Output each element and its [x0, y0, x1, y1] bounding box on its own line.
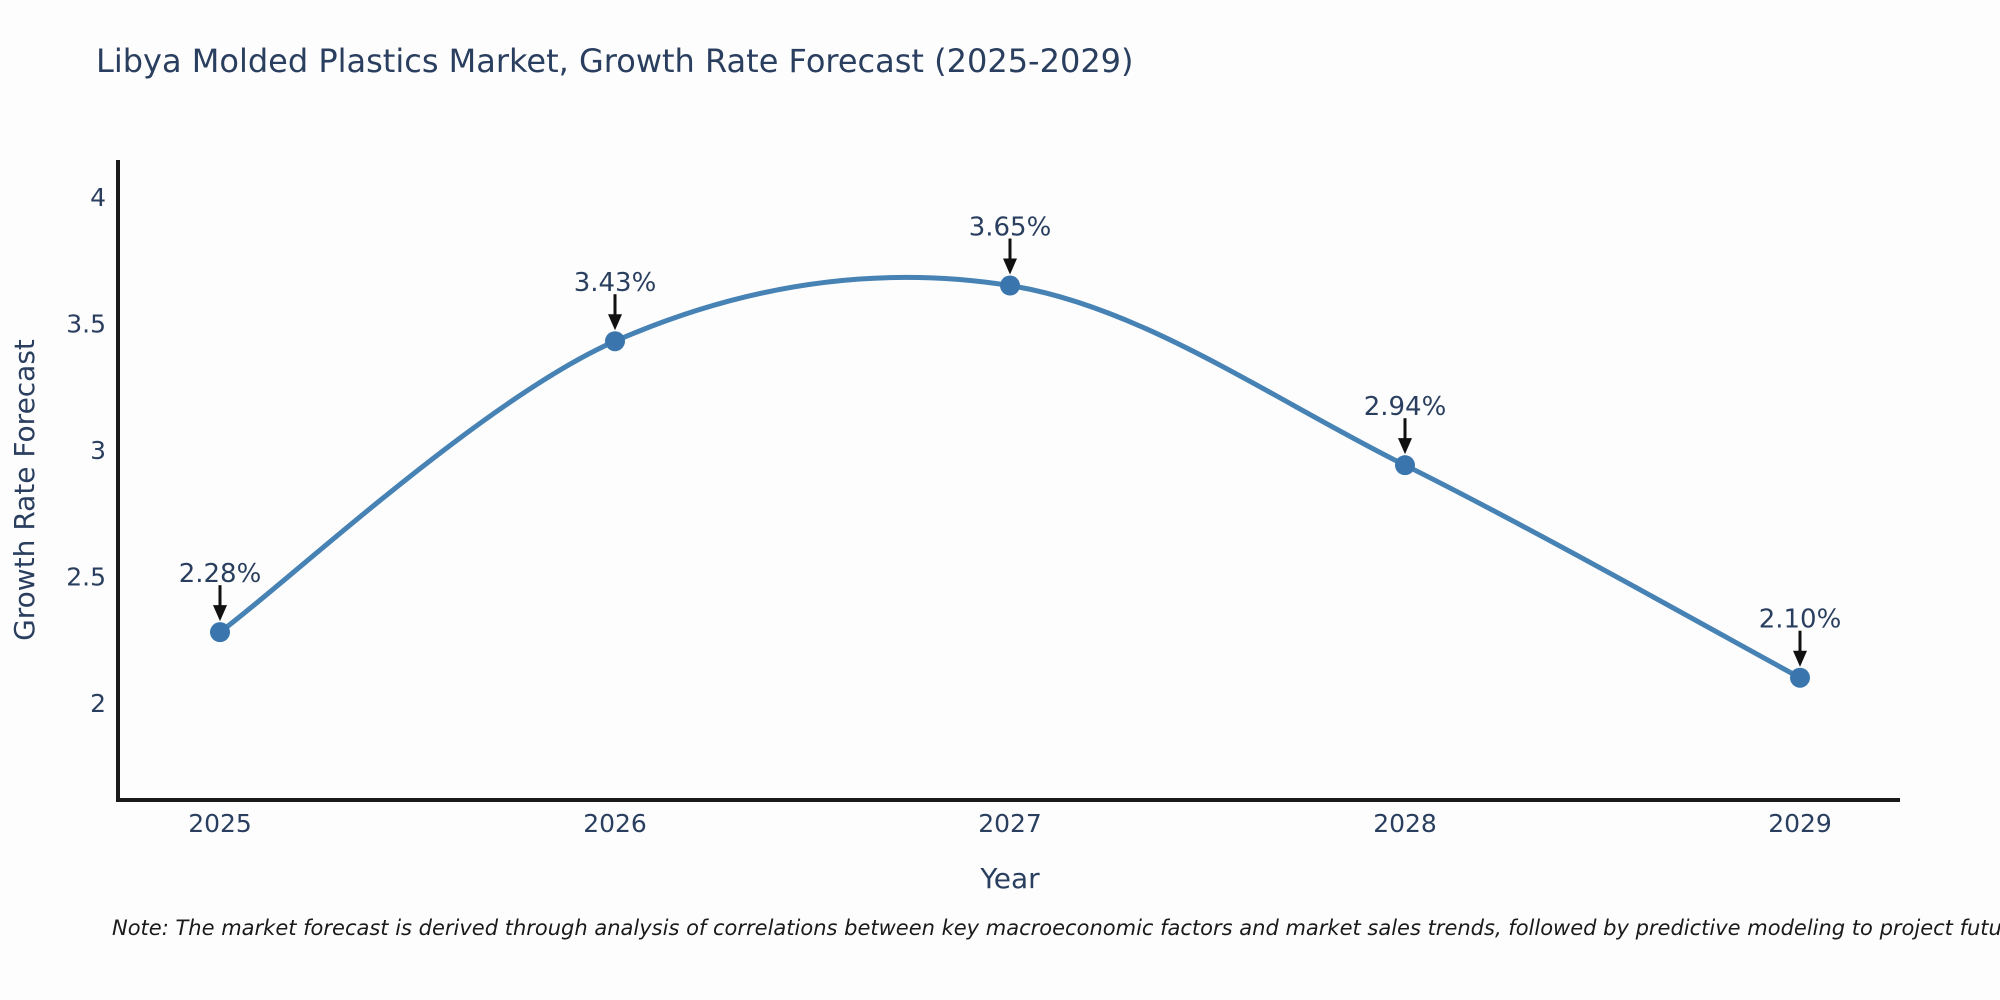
x-tick-label: 2027	[978, 809, 1042, 838]
x-tick-label: 2028	[1373, 809, 1437, 838]
data-point-marker	[1790, 667, 1810, 688]
y-tick-label: 3	[90, 436, 106, 465]
annotation-arrowhead	[1398, 438, 1412, 455]
chart-title: Libya Molded Plastics Market, Growth Rat…	[96, 42, 1134, 80]
y-axis-title: Growth Rate Forecast	[8, 339, 41, 641]
data-point-label: 3.43%	[574, 268, 657, 298]
annotation-arrowhead	[213, 605, 227, 622]
data-point-label: 2.28%	[179, 559, 262, 589]
x-tick-label: 2029	[1768, 809, 1832, 838]
x-tick-label: 2025	[188, 809, 252, 838]
trend-line	[217, 274, 1803, 681]
data-point-marker	[1000, 275, 1020, 296]
x-axis-title: Year	[979, 862, 1040, 895]
y-tick-label: 2.5	[66, 563, 106, 592]
data-point-marker	[1395, 455, 1415, 476]
y-tick-label: 4	[90, 183, 106, 212]
data-point-label: 3.65%	[969, 213, 1052, 243]
footnote: Note: The market forecast is derived thr…	[112, 916, 2000, 940]
data-point-label: 2.10%	[1759, 605, 1842, 635]
x-tick-label: 2026	[583, 809, 647, 838]
annotation-arrowhead	[608, 314, 622, 331]
annotation-arrowhead	[1003, 258, 1017, 275]
y-tick-label: 3.5	[66, 310, 106, 339]
data-point-marker	[210, 622, 230, 643]
annotation-arrowhead	[1793, 650, 1807, 667]
data-point-marker	[605, 331, 625, 352]
y-tick-label: 2	[90, 689, 106, 718]
data-point-label: 2.94%	[1364, 392, 1447, 422]
